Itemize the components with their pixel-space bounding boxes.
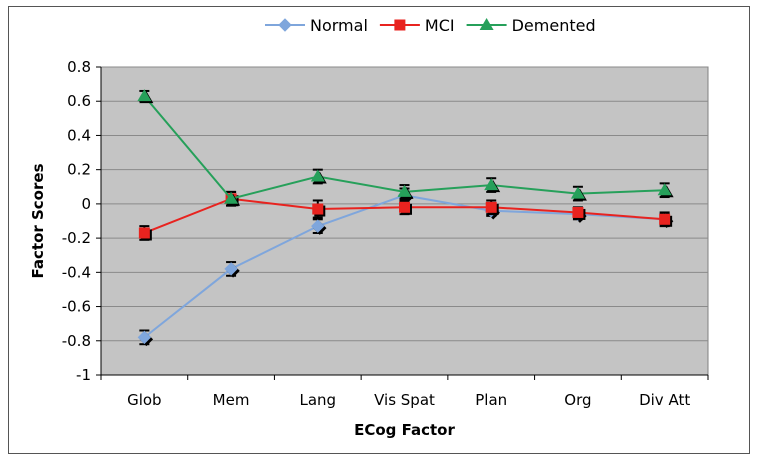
- data-point: [399, 201, 410, 213]
- data-point: [397, 184, 412, 197]
- y-axis-ticks: 0.8 0.6 0.4 0.2 0 -0.2 -0.4 -0.6 -0.8 -1: [62, 58, 102, 384]
- legend: Normal MCI Demented: [265, 16, 596, 35]
- data-point: [572, 206, 584, 218]
- data-point: [570, 186, 585, 199]
- legend-item-mci: MCI: [379, 16, 455, 35]
- x-tick-label: Vis Spat: [374, 391, 435, 409]
- data-point: [224, 262, 238, 276]
- legend-label: Demented: [512, 16, 596, 35]
- y-tick-label: 0.4: [67, 126, 91, 144]
- y-tick-label: 0: [81, 195, 91, 213]
- y-tick-label: 0.2: [67, 161, 91, 179]
- data-point: [310, 169, 325, 182]
- legend-item-demented: Demented: [466, 16, 596, 35]
- y-tick-label: -0.4: [62, 263, 91, 281]
- data-point: [659, 213, 671, 225]
- data-point: [312, 203, 324, 215]
- legend-marker: [278, 18, 292, 32]
- data-point: [137, 330, 152, 345]
- x-axis-ticks: Glob Mem Lang Vis Spat Plan Org Div Att: [100, 374, 709, 409]
- gridlines: [101, 66, 708, 342]
- legend-label: Normal: [310, 16, 368, 35]
- data-point: [484, 178, 499, 191]
- legend-marker: [479, 18, 494, 30]
- x-tick-label: Glob: [127, 391, 162, 409]
- plot-area: [100, 66, 709, 376]
- x-tick-label: Lang: [299, 391, 336, 409]
- y-tick-label: -0.6: [62, 298, 91, 316]
- x-tick-label: Div Att: [639, 391, 690, 409]
- x-tick-label: Org: [564, 391, 591, 409]
- data-point: [311, 219, 325, 233]
- x-tick-label: Plan: [475, 391, 507, 409]
- data-point: [224, 191, 239, 204]
- data-point: [138, 227, 150, 239]
- series-group: [137, 89, 674, 347]
- data-point: [137, 89, 152, 102]
- y-tick-label: -0.8: [62, 332, 91, 350]
- y-tick-label: -1: [76, 366, 91, 384]
- legend-marker: [394, 19, 406, 31]
- data-point: [657, 183, 672, 196]
- x-axis-title: ECog Factor: [354, 421, 455, 439]
- y-tick-label: 0.6: [67, 92, 91, 110]
- series-demented: [137, 89, 674, 207]
- legend-item-normal: Normal: [265, 16, 368, 35]
- y-axis-title: Factor Scores: [29, 163, 47, 278]
- data-point: [485, 201, 497, 213]
- y-tick-label: 0.8: [67, 58, 91, 76]
- y-tick-label: -0.2: [62, 229, 91, 247]
- x-tick-label: Mem: [213, 391, 250, 409]
- legend-label: MCI: [425, 16, 455, 35]
